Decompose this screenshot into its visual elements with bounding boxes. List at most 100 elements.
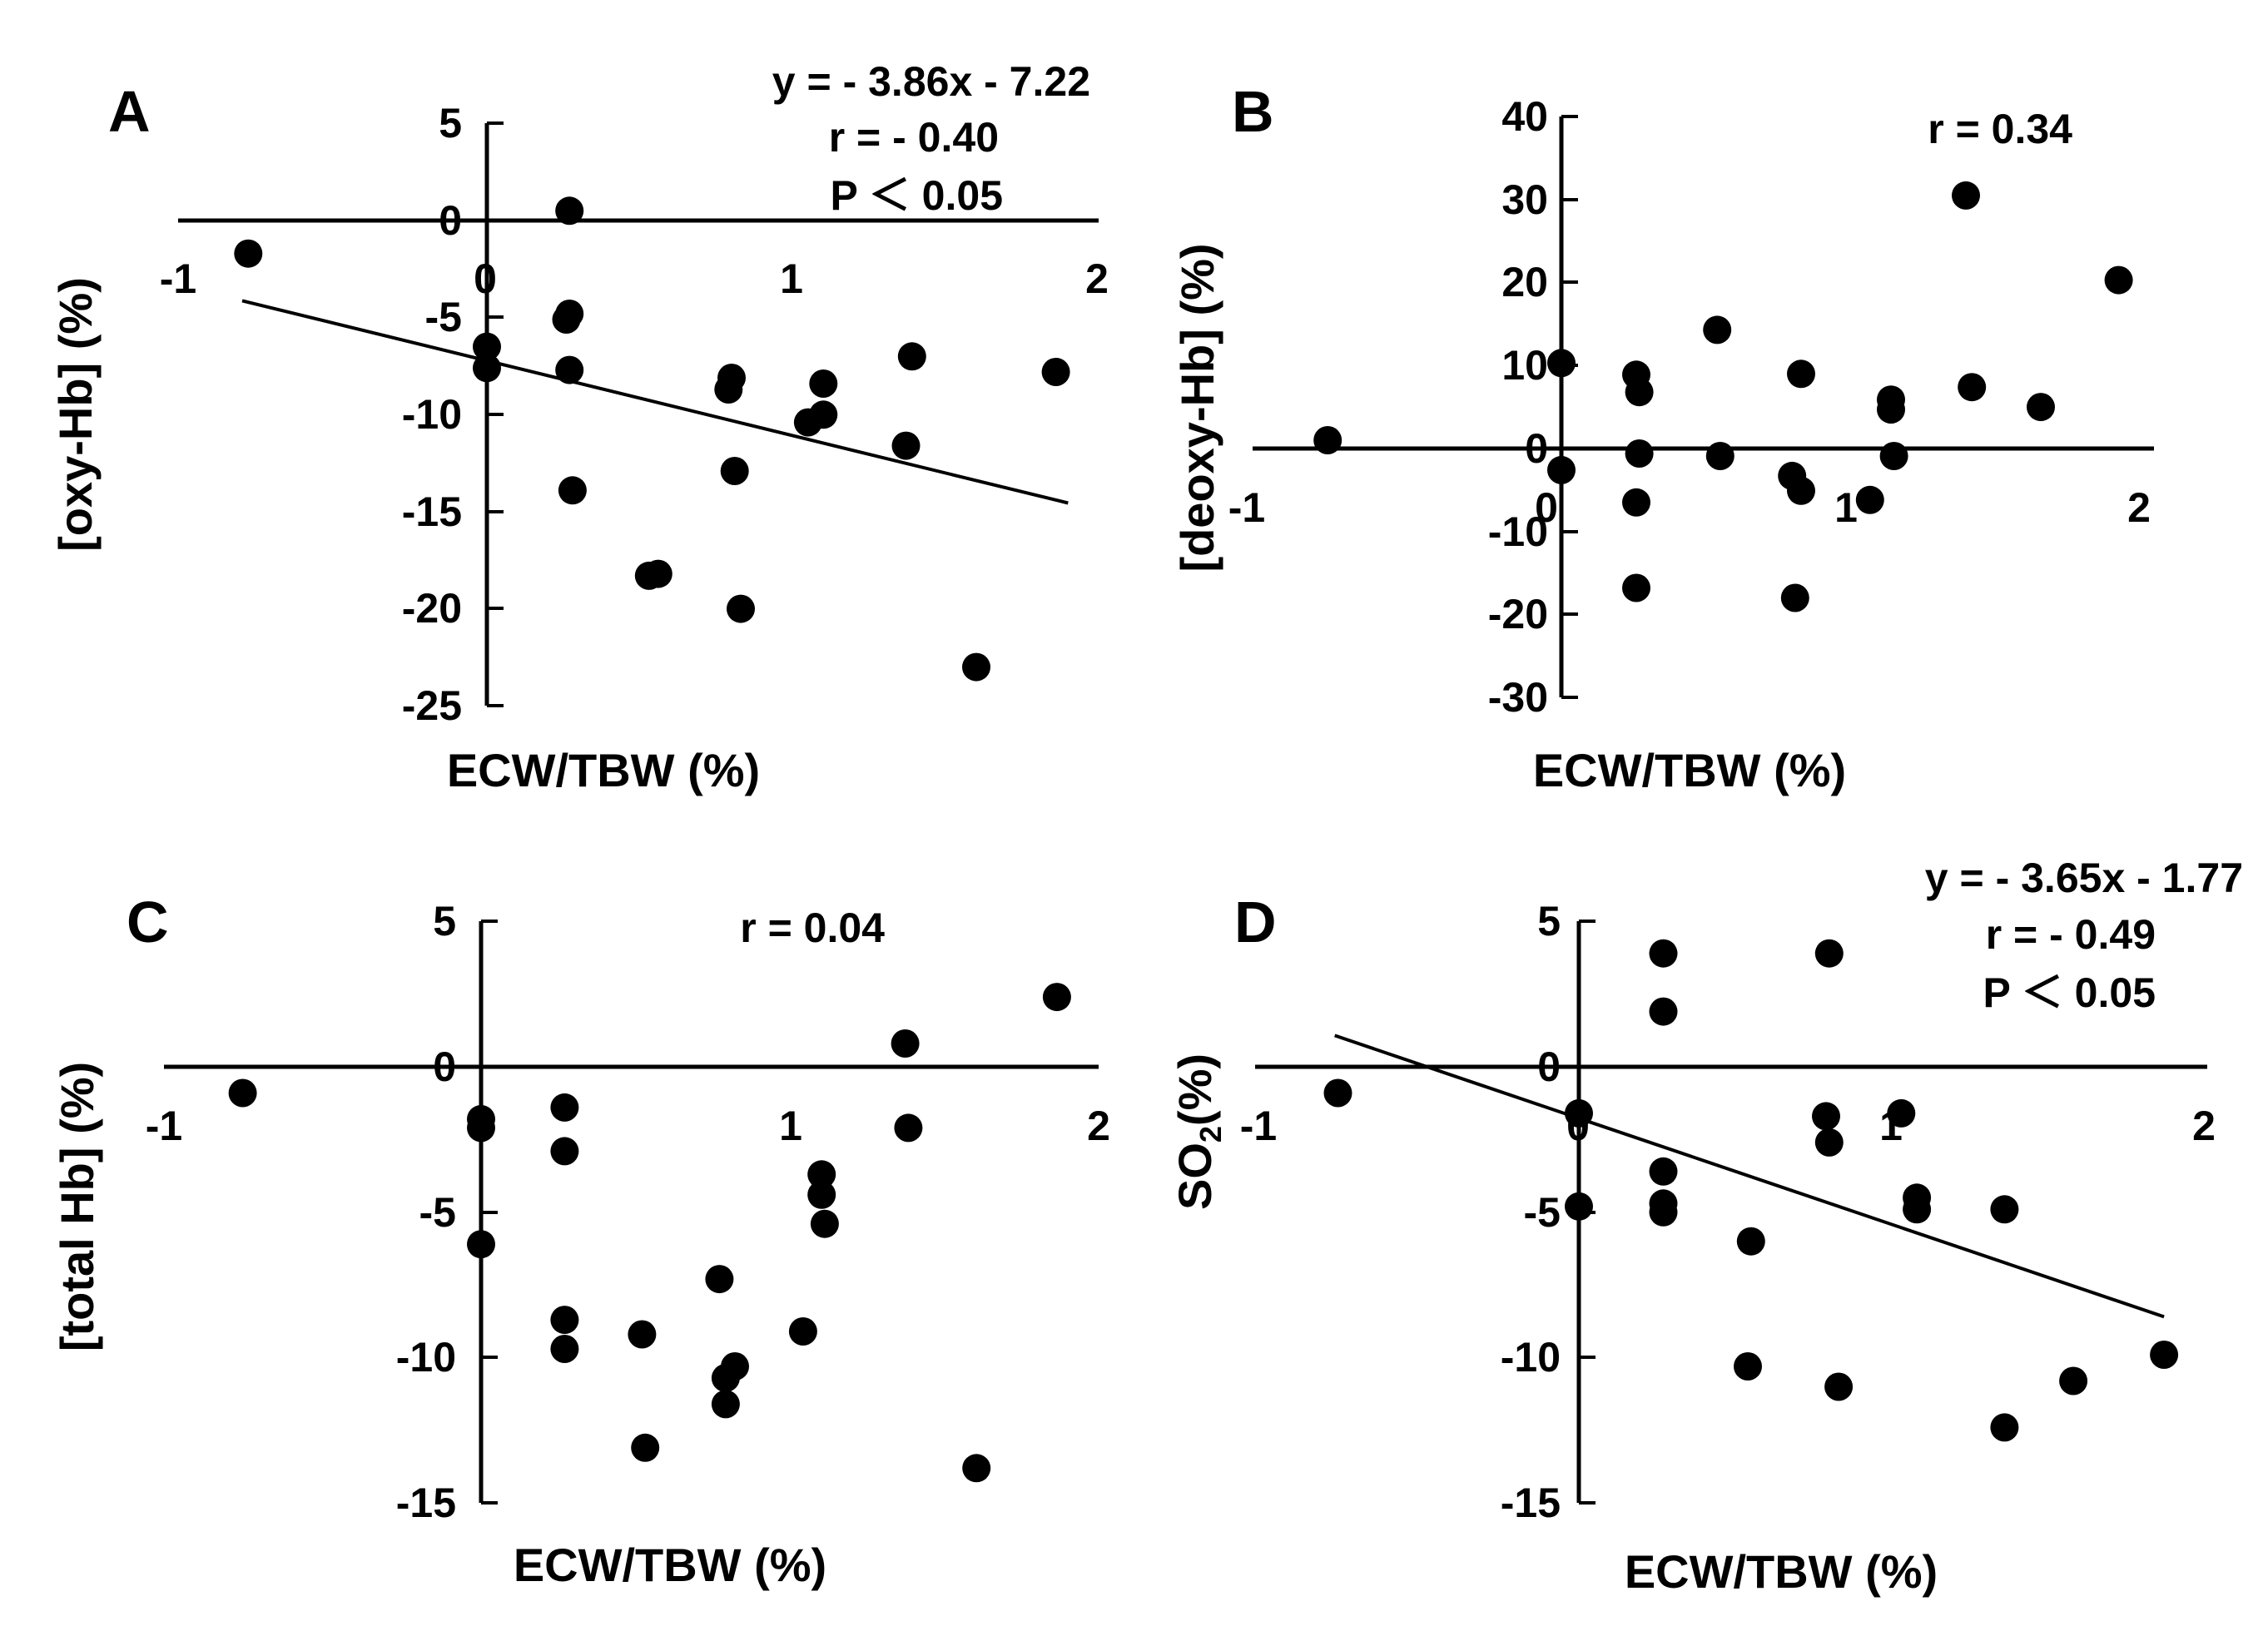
panel-b-xtick: -1 bbox=[1228, 484, 1265, 531]
panel-c-data-point bbox=[810, 1209, 839, 1238]
panel-a-p-value: P ＜ 0.05 bbox=[830, 172, 1003, 219]
panel-c-data-point bbox=[1042, 983, 1071, 1012]
panel-b-data-point bbox=[1622, 573, 1650, 602]
panel-a-data-point bbox=[473, 332, 501, 361]
panel-c-data-point bbox=[807, 1160, 836, 1189]
panel-c-data-point bbox=[711, 1390, 740, 1419]
panel-a-data-point bbox=[720, 457, 749, 485]
panel-d-equation: y = - 3.65x - 1.77 bbox=[1925, 855, 2243, 901]
panel-b-y-label: [deoxy-Hb] (%) bbox=[1171, 243, 1223, 572]
panel-d-data-point bbox=[2059, 1366, 2088, 1395]
panel-a-data-point bbox=[558, 476, 587, 505]
panel-c-xtick: 1 bbox=[779, 1103, 802, 1149]
panel-c-data-point bbox=[705, 1265, 734, 1294]
panel-a-data-point bbox=[962, 652, 990, 682]
panel-a-ytick: -25 bbox=[402, 682, 462, 729]
panel-d-regression-line bbox=[1334, 1034, 2165, 1319]
panel-b-xtick: 0 bbox=[1535, 484, 1558, 531]
panel-a-regression-line bbox=[241, 299, 1069, 505]
panel-b-data-point bbox=[1958, 373, 1987, 402]
panel-d-data-point bbox=[1990, 1413, 2019, 1442]
panel-a-ytick: 0 bbox=[439, 197, 462, 244]
panel-d-data-point bbox=[1812, 1102, 1840, 1131]
panel-d-data-point bbox=[1814, 939, 1844, 968]
panel-a-data-point bbox=[897, 342, 926, 371]
panel-b-data-point bbox=[1313, 426, 1342, 454]
panel-b-ytick: 0 bbox=[1525, 425, 1548, 472]
panel-c-data-point bbox=[807, 1180, 836, 1209]
panel-a-data-point bbox=[809, 400, 838, 429]
panel-d-data-point bbox=[1887, 1098, 1916, 1128]
panel-b-data-point bbox=[1547, 349, 1576, 378]
panel-a-data-point bbox=[552, 305, 581, 334]
panel-c-data-point bbox=[894, 1113, 923, 1143]
panel-d-data-point bbox=[1649, 1197, 1678, 1227]
panel-a-data-point bbox=[643, 559, 672, 588]
panel-d: D 5 0 -5 -10 -15 -1 0 1 2 ECW/TBW (%) SO… bbox=[1169, 855, 2243, 1598]
panel-b-data-point bbox=[1625, 439, 1654, 468]
panel-b-xtick: 2 bbox=[2127, 484, 2151, 531]
panel-a-data-point bbox=[717, 364, 746, 392]
panel-d-data-point bbox=[1903, 1195, 1932, 1224]
panel-c-xtick: 2 bbox=[1087, 1103, 1110, 1149]
panel-d-data-point bbox=[1323, 1078, 1352, 1108]
panel-d-xtick: 2 bbox=[2192, 1103, 2216, 1149]
panel-c-data-point bbox=[467, 1230, 495, 1259]
panel-c-x-label: ECW/TBW (%) bbox=[514, 1539, 826, 1591]
panel-a-xtick: 2 bbox=[1085, 255, 1109, 302]
panel-b-data-point bbox=[1547, 455, 1576, 484]
panel-c-ytick: -15 bbox=[396, 1480, 456, 1526]
svg-text:SO2(%): SO2(%) bbox=[1169, 1053, 1228, 1210]
panel-d-r-value: r = - 0.49 bbox=[1986, 911, 2156, 958]
panel-c-xtick: -1 bbox=[146, 1103, 182, 1149]
panel-d-y-label: SO2(%) bbox=[1169, 1053, 1228, 1210]
panel-d-data-point bbox=[1649, 1157, 1678, 1186]
panel-b-ytick: 10 bbox=[1501, 342, 1548, 389]
panel-d-x-label: ECW/TBW (%) bbox=[1625, 1545, 1938, 1598]
panel-a-ytick: 5 bbox=[439, 100, 462, 146]
panel-a-data-point bbox=[473, 354, 501, 383]
panel-c-ytick: -5 bbox=[419, 1189, 456, 1236]
panel-a-y-label: [oxy-Hb] (%) bbox=[49, 277, 102, 552]
panel-b-data-point bbox=[1787, 476, 1815, 505]
panel-d-data-point bbox=[1565, 1098, 1593, 1128]
panel-a-data-point bbox=[891, 431, 921, 460]
panel-c-data-point bbox=[788, 1317, 817, 1346]
panel-a-xtick: 1 bbox=[780, 255, 803, 302]
panel-c-r-value: r = 0.04 bbox=[740, 905, 885, 951]
panel-a-data-point bbox=[809, 369, 838, 398]
panel-c-data-point bbox=[628, 1320, 657, 1349]
panel-a-data-point bbox=[555, 196, 584, 226]
panel-d-ytick: 0 bbox=[1537, 1044, 1561, 1090]
panel-c-data-point bbox=[228, 1078, 257, 1108]
panel-d-ytick: -10 bbox=[1501, 1334, 1561, 1381]
panel-d-data-point bbox=[1990, 1195, 2019, 1224]
panel-d-data-point bbox=[1734, 1352, 1762, 1381]
panel-b-data-point bbox=[1787, 359, 1815, 389]
panel-b-data-point bbox=[1705, 442, 1734, 470]
panel-d-data-point bbox=[1649, 997, 1678, 1026]
panel-c-data-point bbox=[962, 1454, 991, 1483]
panel-b-data-point bbox=[1703, 315, 1732, 345]
panel-c-letter: C bbox=[127, 890, 169, 954]
panel-d-data-point bbox=[1814, 1128, 1844, 1157]
panel-c-data-point bbox=[550, 1335, 579, 1363]
panel-b-data-point bbox=[1855, 485, 1884, 514]
panel-a-ytick: -10 bbox=[402, 391, 462, 438]
panel-b-data-point bbox=[2104, 265, 2133, 295]
panel-a-xtick: -1 bbox=[160, 255, 196, 302]
panel-c: C 5 0 -5 -10 -15 -1 0 1 2 ECW/TBW (%) [t… bbox=[51, 890, 1110, 1591]
panel-b-data-point bbox=[1877, 395, 1905, 424]
panel-a-letter: A bbox=[108, 79, 151, 144]
panel-b-ytick: -10 bbox=[1488, 508, 1548, 555]
panel-b-r-value: r = 0.34 bbox=[1928, 106, 2072, 152]
panel-a-equation: y = - 3.86x - 7.22 bbox=[772, 58, 1090, 105]
panel-b-ytick: 40 bbox=[1501, 93, 1548, 140]
panel-a: A 5 0 -5 -10 -15 -20 -25 -1 0 1 2 ECW/TB… bbox=[49, 58, 1109, 796]
panel-d-data-point bbox=[1824, 1372, 1854, 1401]
panel-a-data-point bbox=[1041, 358, 1070, 386]
panel-b: B 40 30 20 10 0 -10 -20 -30 -1 0 1 2 ECW… bbox=[1171, 79, 2154, 796]
panel-a-ytick: -20 bbox=[402, 585, 462, 632]
panel-a-x-label: ECW/TBW (%) bbox=[447, 744, 760, 796]
